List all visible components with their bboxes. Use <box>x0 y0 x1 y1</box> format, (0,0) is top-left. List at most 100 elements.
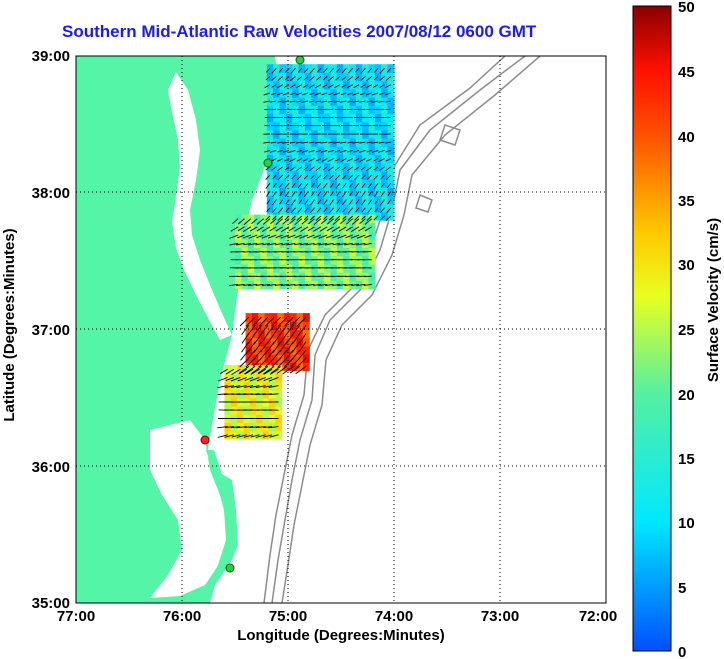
velocity-arrow <box>269 149 277 153</box>
velocity-arrow <box>319 226 328 232</box>
velocity-arrow <box>373 76 379 81</box>
velocity-cell <box>374 88 382 98</box>
velocity-cell <box>243 381 251 391</box>
velocity-cell <box>273 97 281 106</box>
velocity-arrow <box>291 174 296 180</box>
velocity-cell <box>343 154 351 164</box>
velocity-arrow <box>346 84 353 89</box>
velocity-cell <box>292 154 300 164</box>
velocity-cell <box>368 214 376 224</box>
velocity-arrow <box>328 100 334 103</box>
velocity-arrow <box>347 207 354 214</box>
velocity-arrow <box>353 149 360 153</box>
velocity-arrow <box>354 76 360 81</box>
velocity-cell <box>292 97 300 106</box>
velocity-arrow <box>321 158 328 162</box>
velocity-cell <box>279 97 287 106</box>
colorbar-tick-label: 25 <box>678 322 695 339</box>
velocity-arrow <box>315 100 321 103</box>
velocity-arrow <box>336 199 341 205</box>
map-title: Southern Mid-Atlantic Raw Velocities 200… <box>62 22 537 41</box>
velocity-cell <box>349 222 357 232</box>
velocity-cell <box>368 179 376 188</box>
velocity-cell <box>355 162 363 172</box>
velocity-arrow <box>385 215 392 222</box>
velocity-arrow <box>261 226 271 232</box>
velocity-arrow <box>344 242 353 246</box>
velocity-cell <box>324 138 331 147</box>
velocity-arrow <box>250 393 260 395</box>
velocity-cell <box>292 80 300 90</box>
velocity-arrow <box>288 226 296 232</box>
velocity-arrow <box>385 166 392 172</box>
velocity-cell <box>292 231 300 240</box>
velocity-cell <box>264 354 272 363</box>
velocity-arrow <box>332 218 341 225</box>
velocity-arrow <box>236 393 247 395</box>
velocity-arrow <box>309 141 315 144</box>
velocity-cell <box>368 72 376 82</box>
velocity-arrow <box>249 226 258 232</box>
velocity-cell <box>298 162 306 172</box>
velocity-cell <box>343 263 351 273</box>
velocity-cell <box>336 97 344 106</box>
velocity-cell <box>235 239 242 248</box>
colorbar-label: Surface Velocity (cm/s) <box>705 218 722 382</box>
velocity-cell <box>266 239 274 248</box>
velocity-cell <box>330 154 338 164</box>
velocity-cell <box>336 170 344 180</box>
velocity-arrow <box>332 234 341 239</box>
velocity-arrow <box>373 158 379 162</box>
velocity-arrow <box>296 141 302 144</box>
velocity-cell <box>273 88 281 98</box>
velocity-arrow <box>347 166 353 172</box>
velocity-cell <box>374 129 382 139</box>
velocity-cell <box>305 239 312 248</box>
velocity-cell <box>336 231 344 240</box>
velocity-arrow <box>351 283 360 286</box>
velocity-arrow <box>359 218 366 225</box>
velocity-cell <box>330 97 338 106</box>
velocity-arrow <box>272 215 277 221</box>
velocity-cell <box>249 406 257 415</box>
velocity-arrow <box>367 207 373 214</box>
velocity-arrow <box>284 158 290 162</box>
velocity-cell <box>241 280 249 290</box>
velocity-cell <box>302 354 310 363</box>
velocity-cell <box>343 88 351 98</box>
velocity-arrow <box>367 67 373 73</box>
velocity-arrow <box>327 158 334 163</box>
velocity-cell <box>243 373 251 383</box>
velocity-arrow <box>244 385 254 388</box>
velocity-cell <box>260 263 268 273</box>
velocity-cell <box>266 146 274 156</box>
velocity-arrow <box>320 100 328 103</box>
velocity-arrow <box>304 207 309 213</box>
velocity-arrow <box>360 84 366 88</box>
velocity-arrow <box>349 182 354 188</box>
velocity-arrow <box>301 100 309 103</box>
velocity-cell <box>324 231 331 240</box>
y-tick-label: 39:00 <box>32 48 70 65</box>
velocity-arrow <box>255 393 266 396</box>
velocity-arrow <box>236 283 245 286</box>
velocity-arrow <box>303 191 309 198</box>
velocity-cell <box>285 80 293 90</box>
velocity-cell <box>266 263 274 273</box>
velocity-cell <box>247 231 255 240</box>
velocity-cell <box>368 162 376 172</box>
velocity-cell <box>355 88 363 98</box>
velocity-cell <box>235 214 242 224</box>
velocity-cell <box>290 354 298 363</box>
velocity-arrow <box>385 100 391 103</box>
velocity-arrow <box>302 92 309 96</box>
velocity-cell <box>305 222 312 232</box>
velocity-cell <box>387 88 395 98</box>
velocity-arrow <box>294 218 303 226</box>
velocity-cell <box>237 373 245 383</box>
velocity-arrow <box>248 341 256 352</box>
velocity-arrow <box>323 191 328 198</box>
velocity-arrow <box>373 166 379 171</box>
velocity-cell <box>241 222 249 232</box>
